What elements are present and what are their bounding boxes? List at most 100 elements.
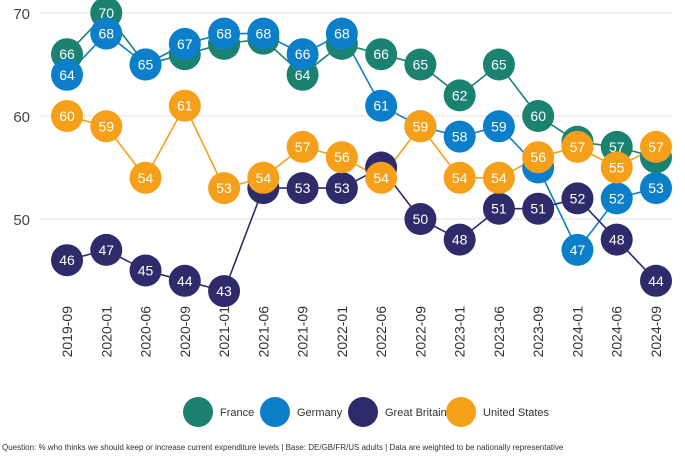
- data-point-germany: 52: [600, 182, 633, 215]
- data-point-united-states: 53: [208, 172, 241, 205]
- x-tick-label: 2021-01: [216, 306, 232, 358]
- data-label: 48: [609, 232, 625, 248]
- marker-united-states: [51, 100, 83, 132]
- data-label: 46: [59, 252, 75, 268]
- data-point-united-states: 59: [90, 110, 123, 143]
- x-tick-label: 2020-06: [138, 306, 154, 358]
- legend-swatch: [260, 397, 290, 427]
- data-label: 45: [138, 263, 154, 279]
- data-point-great-britain: 44: [640, 264, 672, 297]
- data-label: 59: [98, 118, 114, 134]
- marker-united-states: [90, 110, 123, 143]
- data-label: 52: [609, 190, 625, 206]
- data-point-france: 60: [522, 100, 555, 132]
- data-point-great-britain: 43: [208, 275, 241, 308]
- marker-germany: [208, 17, 241, 50]
- series-line-great-britain: [66, 166, 657, 293]
- x-tick-label: 2022-09: [412, 306, 428, 358]
- data-label: 44: [648, 273, 664, 289]
- data-point-germany: 59: [482, 110, 515, 143]
- data-point-united-states: 60: [51, 100, 83, 132]
- data-label: 47: [570, 242, 586, 258]
- data-label: 44: [177, 273, 193, 289]
- legend-label: Great Britain: [385, 407, 447, 419]
- marker-germany: [51, 58, 83, 91]
- legend-swatch: [183, 397, 213, 427]
- marker-great-britain: [168, 264, 201, 297]
- data-label: 68: [216, 26, 232, 42]
- marker-germany: [561, 233, 594, 266]
- marker-germany: [325, 17, 358, 50]
- data-label: 53: [295, 180, 311, 196]
- data-point-great-britain: 44: [168, 264, 201, 297]
- data-label: 54: [452, 170, 468, 186]
- marker-united-states: [129, 161, 162, 194]
- marker-great-britain: [286, 172, 319, 205]
- data-point-united-states: 56: [522, 141, 555, 174]
- data-point-germany: 61: [365, 89, 398, 122]
- data-point-united-states: 57: [286, 130, 319, 163]
- data-point-great-britain: 48: [600, 223, 633, 256]
- data-label: 70: [98, 5, 114, 21]
- x-tick-label: 2022-06: [373, 306, 389, 358]
- data-label: 68: [256, 26, 272, 42]
- legend-label: Germany: [297, 407, 343, 419]
- data-label: 65: [491, 57, 507, 73]
- data-point-united-states: 54: [482, 161, 515, 194]
- marker-great-britain: [208, 275, 241, 308]
- marker-germany: [247, 17, 280, 50]
- series-line-united-states: [66, 103, 657, 190]
- legend-item-germany: Germany: [260, 397, 343, 427]
- marker-france: [482, 48, 515, 81]
- gridlines: [40, 12, 672, 220]
- data-point-germany: 58: [443, 120, 476, 153]
- data-label: 65: [138, 57, 154, 73]
- data-point-france: 65: [482, 48, 515, 81]
- marker-germany: [286, 38, 319, 71]
- marker-france: [443, 79, 476, 112]
- chart-footnote: Question: % who thinks we should keep or…: [2, 443, 564, 452]
- marker-germany: [129, 48, 162, 81]
- data-point-france: 62: [443, 79, 476, 112]
- data-label: 57: [609, 139, 625, 155]
- data-point-france: 65: [404, 48, 437, 81]
- data-label: 58: [452, 129, 468, 145]
- marker-great-britain: [443, 223, 476, 256]
- series-points: 6670656667676467666562656058575664686567…: [51, 0, 672, 308]
- data-label: 67: [177, 36, 193, 52]
- data-point-united-states: 56: [325, 141, 358, 174]
- marker-germany: [168, 27, 201, 60]
- data-point-great-britain: 53: [325, 172, 358, 205]
- data-point-germany: 47: [561, 233, 594, 266]
- data-point-germany: 68: [208, 17, 241, 50]
- marker-united-states: [208, 172, 241, 205]
- data-point-germany: 65: [129, 48, 162, 81]
- marker-great-britain: [600, 223, 633, 256]
- x-tick-label: 2023-06: [491, 306, 507, 358]
- x-tick-label: 2020-01: [98, 306, 114, 358]
- y-tick-label: 50: [13, 212, 30, 229]
- marker-united-states: [640, 130, 672, 163]
- marker-united-states: [365, 161, 398, 194]
- data-point-france: 66: [365, 38, 398, 71]
- data-label: 53: [648, 180, 664, 196]
- y-axis-ticks: 50 60 70: [13, 6, 30, 229]
- x-tick-label: 2021-06: [255, 306, 271, 358]
- marker-united-states: [522, 141, 555, 174]
- x-tick-label: 2019-09: [59, 306, 75, 358]
- data-label: 68: [98, 26, 114, 42]
- data-point-great-britain: 48: [443, 223, 476, 256]
- marker-great-britain: [561, 182, 594, 215]
- marker-great-britain: [482, 192, 515, 225]
- legend-label: France: [220, 407, 254, 419]
- marker-united-states: [404, 110, 437, 143]
- data-point-united-states: 54: [443, 161, 476, 194]
- marker-germany: [640, 172, 672, 205]
- x-tick-label: 2021-09: [295, 306, 311, 358]
- x-tick-label: 2024-09: [648, 306, 664, 358]
- y-tick-label: 60: [13, 109, 30, 126]
- data-label: 66: [295, 46, 311, 62]
- legend-item-united-states: United States: [446, 397, 550, 427]
- x-tick-label: 2023-09: [530, 306, 546, 358]
